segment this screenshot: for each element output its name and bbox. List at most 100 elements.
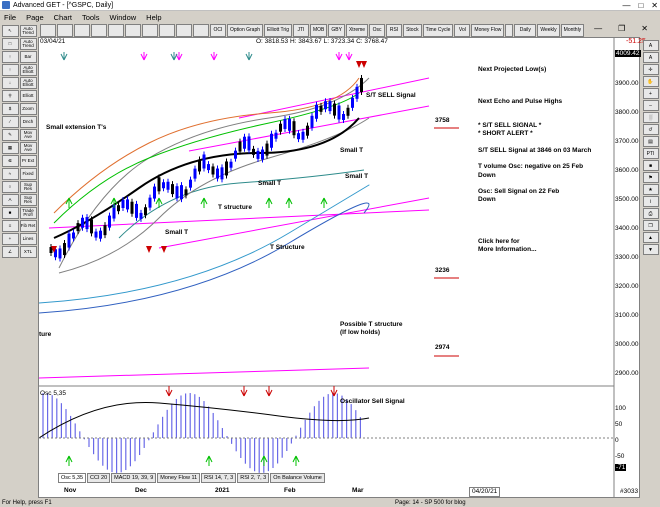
left-tool-zoom[interactable]: Zoom bbox=[19, 103, 37, 115]
left-tool-auto-trend-2[interactable]: Auto Trend bbox=[19, 38, 37, 50]
tool-blank-10[interactable] bbox=[193, 23, 209, 37]
tool-vol[interactable]: Vol bbox=[454, 23, 471, 37]
zoom-in-icon[interactable]: + bbox=[642, 88, 659, 99]
tool-option-graph[interactable]: Option Graph bbox=[227, 23, 264, 37]
tool-weekly[interactable]: Weekly bbox=[537, 23, 560, 37]
fib-icon[interactable]: ≡ bbox=[1, 220, 19, 232]
tab-rsi-2[interactable]: RSI 2, 7, 3 bbox=[237, 473, 270, 483]
tool-blank-4[interactable] bbox=[91, 23, 107, 37]
left-tool-lines[interactable]: Lines bbox=[19, 233, 37, 245]
fork-icon[interactable]: ⋐ bbox=[1, 155, 19, 167]
tool-monthly[interactable]: Monthly bbox=[560, 23, 585, 37]
zoom-out-icon[interactable]: – bbox=[642, 100, 659, 111]
left-tool-fixed[interactable]: Fixed bbox=[19, 168, 37, 180]
tab-osc[interactable]: Osc 5,35 bbox=[58, 473, 87, 483]
tab-macd[interactable]: MACD 19, 39, 9 bbox=[111, 473, 157, 483]
pti-button[interactable]: PTI bbox=[642, 148, 659, 159]
pointer-icon[interactable]: ↖ bbox=[1, 25, 19, 37]
tool-daily[interactable]: Daily bbox=[514, 23, 537, 37]
minimize-icon[interactable]: — bbox=[622, 1, 631, 10]
tool-blank-9[interactable] bbox=[176, 23, 192, 37]
inner-close-icon[interactable]: ✕ bbox=[641, 23, 648, 33]
info-icon[interactable]: i bbox=[642, 196, 659, 207]
click-here-link[interactable]: Click here for bbox=[478, 238, 520, 245]
left-tool-pr-ext[interactable]: Pr Ext bbox=[19, 155, 37, 167]
pencil-icon[interactable]: ✎ bbox=[1, 129, 19, 141]
inner-minimize-icon[interactable]: — bbox=[594, 23, 603, 33]
tool-gby[interactable]: GBY bbox=[328, 23, 345, 37]
tool-blank-6[interactable] bbox=[125, 23, 141, 37]
menu-chart[interactable]: Chart bbox=[53, 12, 72, 22]
wave-icon[interactable]: ≈ bbox=[1, 168, 19, 180]
box-icon[interactable]: ■ bbox=[1, 207, 19, 219]
arrow-icon[interactable]: ↑ bbox=[1, 51, 19, 63]
hand-icon[interactable]: ✋ bbox=[642, 76, 659, 87]
more-info-link[interactable]: More Information... bbox=[478, 246, 537, 253]
print-icon[interactable]: ⎙ bbox=[642, 208, 659, 219]
star-icon[interactable]: ★ bbox=[642, 184, 659, 195]
grid-icon[interactable]: ▦ bbox=[1, 142, 19, 154]
left-tool-mov-ave-1[interactable]: Mov Ave bbox=[19, 129, 37, 141]
menu-tools[interactable]: Tools bbox=[81, 12, 100, 22]
menu-window[interactable]: Window bbox=[109, 12, 137, 22]
tool-blank-5[interactable] bbox=[108, 23, 124, 37]
copy-icon[interactable]: ❐ bbox=[642, 220, 659, 231]
left-tool-trade-profl[interactable]: Trade Profl bbox=[19, 207, 37, 219]
tool-osc[interactable]: Osc bbox=[369, 23, 386, 37]
inner-restore-icon[interactable]: ❐ bbox=[618, 23, 626, 33]
tool-xtreme[interactable]: Xtreme bbox=[345, 23, 369, 37]
tool-mob[interactable]: MOB bbox=[309, 23, 328, 37]
left-tool-sup-res-2[interactable]: Sup Res bbox=[19, 194, 37, 206]
tool-blank-8[interactable] bbox=[159, 23, 175, 37]
scroll-up-icon[interactable]: ▲ bbox=[642, 232, 659, 243]
tab-money-flow[interactable]: Money Flow 11 bbox=[157, 473, 201, 483]
left-tool-dnch[interactable]: Dnch bbox=[19, 116, 37, 128]
cycle-icon[interactable]: ↺ bbox=[642, 124, 659, 135]
left-tool-xtl[interactable]: XTL bbox=[19, 246, 37, 258]
left-tool-elliott[interactable]: Elliott bbox=[19, 90, 37, 102]
line-icon[interactable]: ∕ bbox=[1, 116, 19, 128]
tool-money-flow[interactable]: Money Flow bbox=[471, 23, 505, 37]
close-icon[interactable]: ✕ bbox=[651, 1, 658, 10]
scroll-down-icon[interactable]: ▼ bbox=[642, 244, 659, 255]
flag-icon[interactable]: ⚑ bbox=[642, 172, 659, 183]
tab-rsi-14[interactable]: RSI 14, 7, 3 bbox=[201, 473, 237, 483]
tool-blank-2[interactable] bbox=[57, 23, 73, 37]
left-tool-mov-ave-2[interactable]: Mov Ave bbox=[19, 142, 37, 154]
down-icon[interactable]: ↓ bbox=[1, 77, 19, 89]
tool-elliott-trig[interactable]: Elliott Trig bbox=[264, 23, 292, 37]
left-tool-auto-elliott-2[interactable]: Auto Elliott bbox=[19, 77, 37, 89]
lock-icon[interactable]: ■ bbox=[642, 160, 659, 171]
tool-blank-1[interactable] bbox=[40, 23, 56, 37]
left-tool-sup-res-1[interactable]: Sup Res bbox=[19, 181, 37, 193]
chart-area[interactable] bbox=[38, 37, 641, 499]
left-tool-fib-ret[interactable]: Fib Ret bbox=[19, 220, 37, 232]
menu-page[interactable]: Page bbox=[26, 12, 44, 22]
tool-rsi[interactable]: RSI bbox=[386, 23, 403, 37]
up-icon[interactable]: ↑ bbox=[1, 64, 19, 76]
tool-stock[interactable]: Stock bbox=[403, 23, 422, 37]
font-size-up-icon[interactable]: A bbox=[642, 40, 659, 51]
font-size-down-icon[interactable]: A bbox=[642, 52, 659, 63]
tool-oci[interactable]: OCI bbox=[210, 23, 226, 37]
chart-icon[interactable]: ▤ bbox=[642, 136, 659, 147]
date-box[interactable]: 04/20/21 bbox=[469, 487, 501, 497]
angle-icon[interactable]: ∠ bbox=[1, 246, 19, 258]
left-tool-bar[interactable]: Bar bbox=[19, 51, 37, 63]
tab-cci[interactable]: CCI 20 bbox=[87, 473, 111, 483]
chart-canvas[interactable] bbox=[38, 38, 641, 499]
bars-icon[interactable]: ░ bbox=[642, 112, 659, 123]
dollar-icon[interactable]: $ bbox=[1, 103, 19, 115]
tool-time-cycle[interactable]: Time Cycle bbox=[422, 23, 454, 37]
left-tool-auto-elliott-1[interactable]: Auto Elliott bbox=[19, 64, 37, 76]
tool-jti[interactable]: JTI bbox=[292, 23, 309, 37]
menu-file[interactable]: File bbox=[4, 12, 17, 22]
tool-blank-7[interactable] bbox=[142, 23, 158, 37]
cross-icon[interactable]: + bbox=[1, 233, 19, 245]
menu-help[interactable]: Help bbox=[146, 12, 162, 22]
left-tool-auto-trend-1[interactable]: Auto Trend bbox=[19, 25, 37, 37]
tab-obv[interactable]: On Balance Volume bbox=[270, 473, 325, 483]
magnify-icon[interactable]: ⚲ bbox=[1, 90, 19, 102]
crosshair-icon[interactable]: ✛ bbox=[642, 64, 659, 75]
text-icon[interactable]: A bbox=[1, 194, 19, 206]
